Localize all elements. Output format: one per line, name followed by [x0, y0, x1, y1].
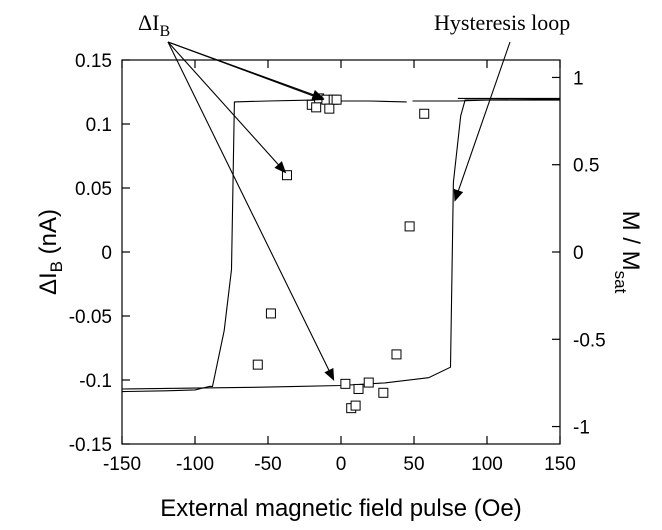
x-tick-label: 50	[403, 454, 424, 475]
hysteresis-lines	[121, 97, 561, 393]
y-axis-label-prefix: ΔI	[35, 272, 62, 295]
y-tick-label: 0.1	[86, 115, 112, 136]
y-tick-label: -0.1	[79, 371, 112, 392]
y-axis-label: ΔIB (nA)	[35, 209, 66, 295]
y-tick-label: 0.05	[75, 179, 112, 200]
x-tick-labels: -150 -100 -50 0 50 100 150	[103, 454, 576, 475]
hysteresis-line	[121, 98, 561, 390]
y-tick-label: -0.05	[69, 307, 112, 328]
y-axis-label-suffix: (nA)	[35, 209, 62, 261]
y-tick-label: -0.15	[69, 435, 112, 456]
data-point	[353, 383, 364, 394]
y-tick-label: 0	[101, 243, 112, 264]
y2-tick-labels: -1 -0.5 0 0.5 1	[573, 68, 606, 438]
y2-tick-label: 1	[573, 68, 584, 89]
data-point	[311, 102, 322, 113]
y-tick-label: 0.15	[75, 51, 112, 72]
annotations: ΔIB Hysteresis loop	[138, 10, 570, 381]
annotation-arrow	[167, 41, 335, 381]
y-axis-label-sub: B	[47, 261, 66, 272]
annotation-delta-ib-sub: B	[159, 23, 170, 40]
x-tick-label: -50	[254, 454, 281, 475]
data-point	[281, 170, 292, 181]
data-point	[404, 221, 415, 232]
annotation-arrow	[167, 41, 287, 174]
y2-tick-label: -1	[573, 418, 590, 439]
x-tick-label: 0	[336, 454, 347, 475]
x-axis-label: External magnetic field pulse (Oe)	[160, 495, 522, 522]
data-point	[419, 108, 430, 119]
data-point	[265, 308, 276, 319]
data-point	[391, 349, 402, 360]
axis-ticks	[121, 59, 561, 445]
annotation-delta-ib-prefix: ΔI	[138, 10, 159, 35]
data-point	[340, 378, 351, 389]
y2-tick-label: 0	[573, 243, 584, 264]
x-tick-label: -150	[103, 454, 141, 475]
y2-tick-label: -0.5	[573, 330, 606, 351]
x-tick-label: -100	[176, 454, 214, 475]
x-tick-label: 100	[471, 454, 503, 475]
hysteresis-line	[121, 99, 407, 393]
data-point	[252, 359, 263, 370]
annotation-delta-ib: ΔIB	[138, 10, 170, 40]
data-point	[324, 103, 335, 114]
data-point	[350, 400, 361, 411]
x-tick-label: 150	[544, 454, 576, 475]
annotation-arrow	[167, 41, 325, 101]
y2-tick-label: 0.5	[573, 156, 599, 177]
y2-axis-label: M / Msat	[611, 211, 644, 294]
data-point	[378, 387, 389, 398]
y2-axis-label-main: M / M	[617, 211, 644, 271]
data-point	[363, 377, 374, 388]
data-point	[331, 94, 342, 105]
y-tick-labels: -0.15 -0.1 -0.05 0 0.05 0.1 0.15	[69, 51, 112, 456]
annotation-hysteresis-loop: Hysteresis loop	[434, 10, 570, 35]
annotation-arrow	[453, 41, 511, 202]
delta-ib-points	[252, 93, 430, 414]
y2-axis-label-sub: sat	[611, 271, 630, 294]
